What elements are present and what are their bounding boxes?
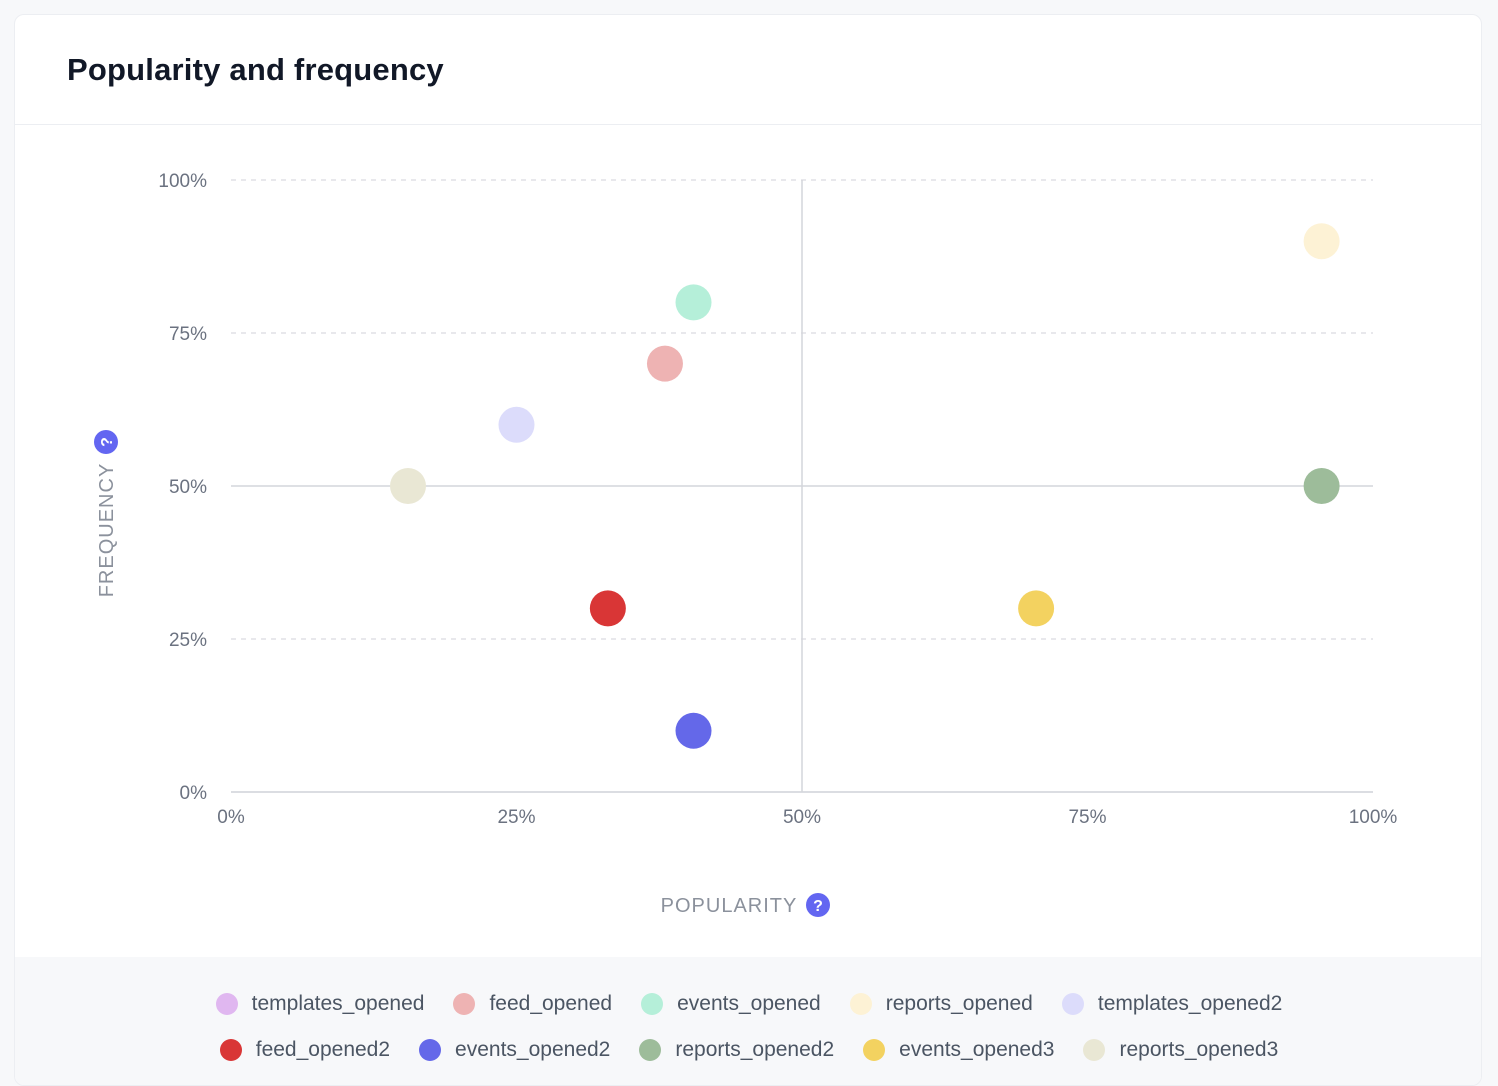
legend-swatch bbox=[863, 1039, 886, 1061]
legend-swatch bbox=[1061, 993, 1084, 1015]
x-tick-label: 50% bbox=[783, 807, 821, 828]
legend-swatch bbox=[1083, 1039, 1106, 1061]
card-title: Popularity and frequency bbox=[67, 51, 444, 87]
legend-label: reports_opened3 bbox=[1119, 1038, 1279, 1061]
legend-item-templates-opened[interactable]: templates_opened bbox=[215, 992, 425, 1016]
legend-swatch bbox=[641, 993, 664, 1015]
data-point-events-opened bbox=[675, 284, 712, 321]
x-tick-label: 100% bbox=[1349, 807, 1398, 828]
help-icon bbox=[94, 430, 118, 454]
legend-label: feed_opened bbox=[489, 992, 613, 1015]
y-tick-label: 0% bbox=[180, 783, 208, 804]
scatter-chart: 0% 25% 50% 75% 100% 0% 25% 50% 75% 100% POPULARITY… bbox=[94, 171, 1398, 917]
x-axis-title: POPULARITY bbox=[661, 895, 798, 917]
data-point-feed-opened bbox=[646, 345, 683, 382]
card-header: Popularity and frequency bbox=[15, 15, 1481, 125]
legend-swatch bbox=[849, 993, 872, 1015]
legend-label: reports_opened2 bbox=[675, 1038, 835, 1061]
y-tick-label: 75% bbox=[169, 324, 207, 345]
legend-item-reports-opened3[interactable]: reports_opened3 bbox=[1083, 1038, 1278, 1062]
legend-item-templates-opened2[interactable]: templates_opened2 bbox=[1061, 992, 1283, 1016]
chart-card: Popularity and frequency 0% 25% 50% 75% 100%… bbox=[14, 14, 1482, 1086]
legend-item-events-opened3[interactable]: events_opened3 bbox=[863, 1038, 1054, 1062]
help-icon-glyph: ? bbox=[813, 898, 823, 915]
data-point-reports-opened2 bbox=[1303, 468, 1340, 504]
legend-label: feed_opened2 bbox=[255, 1038, 391, 1061]
data-point-reports-opened bbox=[1303, 223, 1340, 260]
data-point-feed-opened2 bbox=[589, 590, 626, 627]
data-point-events-opened3 bbox=[1018, 590, 1055, 627]
legend-row: templates_opened feed_opened events_opened… bbox=[15, 981, 1481, 1027]
legend-swatch bbox=[219, 1039, 242, 1061]
y-tick-label: 100% bbox=[158, 171, 207, 192]
legend-item-reports-opened2[interactable]: reports_opened2 bbox=[639, 1038, 834, 1062]
legend-label: templates_opened bbox=[251, 992, 425, 1015]
legend-label: events_opened3 bbox=[899, 1038, 1055, 1061]
x-tick-label: 0% bbox=[217, 807, 245, 828]
legend-swatch bbox=[419, 1039, 442, 1061]
legend-item-reports-opened[interactable]: reports_opened bbox=[849, 992, 1033, 1016]
legend-label: events_opened2 bbox=[455, 1038, 611, 1061]
data-point-templates-opened2 bbox=[498, 406, 535, 443]
y-tick-label: 25% bbox=[169, 630, 207, 651]
legend-label: reports_opened bbox=[885, 992, 1033, 1015]
help-icon-glyph: ? bbox=[99, 437, 116, 447]
legend-item-events-opened2[interactable]: events_opened2 bbox=[419, 1038, 610, 1062]
legend-item-events-opened[interactable]: events_opened bbox=[641, 992, 821, 1016]
legend-item-feed-opened[interactable]: feed_opened bbox=[453, 992, 612, 1016]
legend-label: templates_opened2 bbox=[1097, 992, 1283, 1015]
data-point-reports-opened3 bbox=[390, 468, 427, 504]
x-tick-label: 25% bbox=[497, 807, 535, 828]
y-axis-title: FREQUENCY bbox=[96, 463, 118, 598]
x-tick-label: 75% bbox=[1068, 807, 1106, 828]
legend-label: events_opened bbox=[677, 992, 821, 1015]
legend-item-feed-opened2[interactable]: feed_opened2 bbox=[219, 1038, 391, 1062]
chart-legend: templates_opened feed_opened events_opened… bbox=[15, 957, 1481, 1085]
legend-swatch bbox=[215, 993, 238, 1015]
data-point-events-opened2 bbox=[675, 712, 712, 749]
y-tick-label: 50% bbox=[169, 477, 207, 498]
legend-row: feed_opened2 events_opened2 reports_opened… bbox=[15, 1027, 1481, 1073]
legend-swatch bbox=[453, 993, 476, 1015]
legend-swatch bbox=[639, 1039, 662, 1061]
help-icon bbox=[806, 893, 830, 917]
